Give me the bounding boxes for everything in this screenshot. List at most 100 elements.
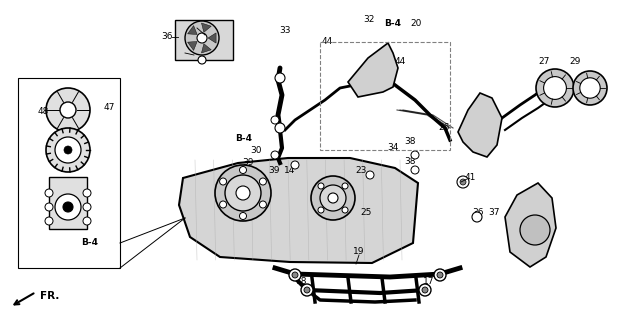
Text: 44: 44 (321, 36, 333, 45)
Text: 19: 19 (353, 246, 365, 255)
Circle shape (55, 137, 81, 163)
Text: FR.: FR. (40, 291, 60, 301)
Circle shape (271, 151, 279, 159)
Text: B-4: B-4 (385, 19, 401, 28)
Text: B-4: B-4 (81, 237, 99, 246)
Circle shape (366, 171, 374, 179)
Circle shape (225, 175, 261, 211)
Text: 28: 28 (528, 243, 540, 252)
Circle shape (45, 189, 53, 197)
Text: B-4: B-4 (236, 133, 253, 142)
Circle shape (239, 212, 246, 220)
Text: 39: 39 (268, 165, 280, 174)
Polygon shape (505, 183, 556, 267)
Text: 29: 29 (570, 57, 580, 66)
Text: 38: 38 (404, 137, 416, 146)
Text: 32: 32 (364, 14, 374, 23)
Text: 47: 47 (103, 102, 115, 111)
Circle shape (411, 151, 419, 159)
Text: 40: 40 (176, 46, 188, 55)
Text: 14: 14 (284, 165, 296, 174)
Circle shape (318, 183, 324, 189)
Circle shape (573, 71, 607, 105)
Circle shape (46, 128, 90, 172)
Polygon shape (188, 42, 197, 51)
Text: 20: 20 (410, 19, 422, 28)
Text: 18: 18 (296, 277, 308, 286)
Circle shape (185, 21, 219, 55)
Circle shape (304, 287, 310, 293)
Circle shape (63, 202, 73, 212)
Text: 36: 36 (161, 31, 173, 41)
Circle shape (220, 201, 227, 208)
Circle shape (543, 76, 566, 100)
Circle shape (64, 146, 72, 154)
Bar (49, 177, 87, 229)
Text: 30: 30 (250, 146, 262, 155)
Text: 44: 44 (394, 57, 406, 66)
Circle shape (220, 178, 227, 185)
Circle shape (328, 193, 338, 203)
Polygon shape (202, 44, 211, 53)
Circle shape (197, 33, 207, 43)
Text: 38: 38 (404, 156, 416, 165)
Circle shape (271, 116, 279, 124)
Circle shape (434, 269, 446, 281)
Text: 39: 39 (243, 157, 253, 166)
Circle shape (55, 194, 81, 220)
Circle shape (318, 207, 324, 213)
Circle shape (239, 166, 246, 173)
Polygon shape (208, 33, 216, 43)
Circle shape (83, 217, 91, 225)
Polygon shape (202, 23, 211, 32)
Circle shape (236, 186, 250, 200)
Circle shape (520, 215, 550, 245)
Circle shape (457, 176, 469, 188)
Text: 25: 25 (360, 207, 372, 217)
Text: 48: 48 (37, 107, 49, 116)
Polygon shape (188, 26, 197, 35)
Text: 24: 24 (319, 207, 331, 217)
Circle shape (292, 272, 298, 278)
Circle shape (275, 73, 285, 83)
Circle shape (320, 185, 346, 211)
Bar (18, 78, 120, 268)
Circle shape (422, 287, 428, 293)
Text: 43: 43 (366, 57, 378, 66)
Polygon shape (179, 158, 418, 263)
Circle shape (419, 284, 431, 296)
Circle shape (45, 203, 53, 211)
Bar (320, 42, 450, 150)
Bar (175, 20, 233, 60)
Text: 17: 17 (423, 277, 435, 286)
Text: 41: 41 (464, 172, 476, 181)
Circle shape (215, 165, 271, 221)
Circle shape (45, 217, 53, 225)
Text: 23: 23 (355, 165, 367, 174)
Circle shape (291, 161, 299, 169)
Circle shape (259, 178, 266, 185)
Circle shape (289, 269, 301, 281)
Circle shape (580, 78, 600, 98)
Circle shape (342, 183, 348, 189)
Circle shape (411, 166, 419, 174)
Text: 42: 42 (189, 21, 200, 30)
Circle shape (83, 203, 91, 211)
Text: 36: 36 (472, 207, 484, 217)
Circle shape (342, 207, 348, 213)
Circle shape (60, 102, 76, 118)
Circle shape (301, 284, 313, 296)
Circle shape (275, 123, 285, 133)
Circle shape (83, 189, 91, 197)
Circle shape (311, 176, 355, 220)
Circle shape (472, 212, 482, 222)
Circle shape (198, 56, 206, 64)
Text: 34: 34 (387, 142, 399, 151)
Text: 26: 26 (438, 123, 450, 132)
Circle shape (460, 179, 466, 185)
Circle shape (259, 201, 266, 208)
Polygon shape (458, 93, 502, 157)
Circle shape (437, 272, 443, 278)
Polygon shape (348, 43, 398, 97)
Circle shape (536, 69, 574, 107)
